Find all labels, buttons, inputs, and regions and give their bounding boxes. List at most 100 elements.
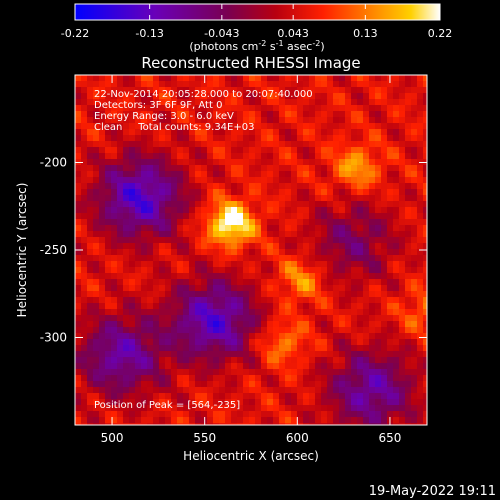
heatmap-cell bbox=[267, 309, 274, 316]
heatmap-cell bbox=[117, 423, 124, 425]
heatmap-cell bbox=[327, 297, 334, 304]
heatmap-cell bbox=[237, 141, 244, 148]
heatmap-cell bbox=[417, 351, 424, 358]
heatmap-cell bbox=[141, 255, 148, 262]
heatmap-cell bbox=[141, 153, 148, 160]
x-tick-label: 650 bbox=[378, 431, 401, 445]
heatmap-cell bbox=[135, 405, 142, 412]
heatmap-cell bbox=[297, 219, 304, 226]
heatmap-cell bbox=[393, 147, 400, 154]
heatmap-cell bbox=[207, 147, 214, 154]
heatmap-cell bbox=[165, 147, 172, 154]
heatmap-cell bbox=[189, 369, 196, 376]
heatmap-cell bbox=[219, 405, 226, 412]
heatmap-cell bbox=[423, 141, 427, 148]
heatmap-cell bbox=[351, 231, 358, 238]
heatmap-cell bbox=[333, 201, 340, 208]
heatmap-cell bbox=[363, 135, 370, 142]
heatmap-cell bbox=[291, 357, 298, 364]
heatmap-cell bbox=[393, 231, 400, 238]
heatmap-cell bbox=[375, 357, 382, 364]
heatmap-cell bbox=[159, 417, 166, 424]
heatmap-cell bbox=[279, 423, 286, 425]
heatmap-cell bbox=[111, 417, 118, 424]
heatmap-cell bbox=[165, 171, 172, 178]
heatmap-cell bbox=[321, 213, 328, 220]
heatmap-cell bbox=[411, 123, 418, 130]
heatmap-cell bbox=[207, 363, 214, 370]
heatmap-cell bbox=[171, 225, 178, 232]
heatmap-cell bbox=[369, 237, 376, 244]
heatmap-cell bbox=[381, 303, 388, 310]
heatmap-cell bbox=[135, 195, 142, 202]
heatmap-cell bbox=[93, 93, 100, 100]
heatmap-cell bbox=[369, 243, 376, 250]
heatmap-cell bbox=[333, 123, 340, 130]
heatmap-cell bbox=[261, 333, 268, 340]
heatmap-cell bbox=[165, 321, 172, 328]
heatmap-cell bbox=[183, 153, 190, 160]
heatmap-cell bbox=[141, 165, 148, 172]
colorbar-tick-label: 0.13 bbox=[353, 27, 378, 40]
heatmap-cell bbox=[255, 81, 262, 88]
heatmap-cell bbox=[123, 285, 130, 292]
heatmap-cell bbox=[189, 171, 196, 178]
heatmap-cell bbox=[231, 291, 238, 298]
heatmap-cell bbox=[219, 381, 226, 388]
heatmap-cell bbox=[153, 243, 160, 250]
heatmap-cell bbox=[147, 387, 154, 394]
heatmap-cell bbox=[405, 423, 412, 425]
heatmap-cell bbox=[153, 261, 160, 268]
heatmap-cell bbox=[99, 135, 106, 142]
heatmap-cell bbox=[183, 183, 190, 190]
heatmap-cell bbox=[201, 177, 208, 184]
heatmap-cell bbox=[405, 225, 412, 232]
heatmap-cell bbox=[411, 225, 418, 232]
heatmap-cell bbox=[159, 405, 166, 412]
heatmap-cell bbox=[375, 387, 382, 394]
heatmap-cell bbox=[129, 93, 136, 100]
heatmap-cell bbox=[393, 279, 400, 286]
heatmap-cell bbox=[171, 171, 178, 178]
heatmap-cell bbox=[297, 297, 304, 304]
heatmap-cell bbox=[315, 153, 322, 160]
heatmap-cell bbox=[333, 393, 340, 400]
heatmap-cell bbox=[171, 177, 178, 184]
heatmap-cell bbox=[123, 201, 130, 208]
heatmap-cell bbox=[369, 195, 376, 202]
heatmap-cell bbox=[159, 129, 166, 136]
heatmap-cell bbox=[171, 219, 178, 226]
heatmap-cell bbox=[153, 375, 160, 382]
heatmap-cell bbox=[99, 381, 106, 388]
heatmap-cell bbox=[171, 117, 178, 124]
heatmap-cell bbox=[285, 393, 292, 400]
heatmap-cell bbox=[141, 201, 148, 208]
heatmap-cell bbox=[333, 147, 340, 154]
heatmap-cell bbox=[345, 381, 352, 388]
heatmap-cell bbox=[105, 255, 112, 262]
heatmap-cell bbox=[285, 183, 292, 190]
heatmap-cell bbox=[159, 177, 166, 184]
heatmap-cell bbox=[171, 327, 178, 334]
heatmap-cell bbox=[255, 159, 262, 166]
heatmap-cell bbox=[75, 393, 82, 400]
heatmap-cell bbox=[189, 255, 196, 262]
heatmap-cell bbox=[153, 351, 160, 358]
heatmap-cell bbox=[249, 291, 256, 298]
heatmap-cell bbox=[159, 219, 166, 226]
heatmap-cell bbox=[321, 207, 328, 214]
heatmap-cell bbox=[249, 243, 256, 250]
heatmap-cell bbox=[291, 411, 298, 418]
heatmap-cell bbox=[285, 399, 292, 406]
heatmap-cell bbox=[237, 387, 244, 394]
heatmap-cell bbox=[255, 261, 262, 268]
heatmap-cell bbox=[393, 273, 400, 280]
heatmap-cell bbox=[345, 297, 352, 304]
heatmap-cell bbox=[159, 345, 166, 352]
heatmap-cell bbox=[291, 189, 298, 196]
heatmap-cell bbox=[159, 387, 166, 394]
heatmap-cell bbox=[423, 267, 427, 274]
heatmap-cell bbox=[243, 399, 250, 406]
heatmap-cell bbox=[279, 135, 286, 142]
heatmap-cell bbox=[93, 303, 100, 310]
